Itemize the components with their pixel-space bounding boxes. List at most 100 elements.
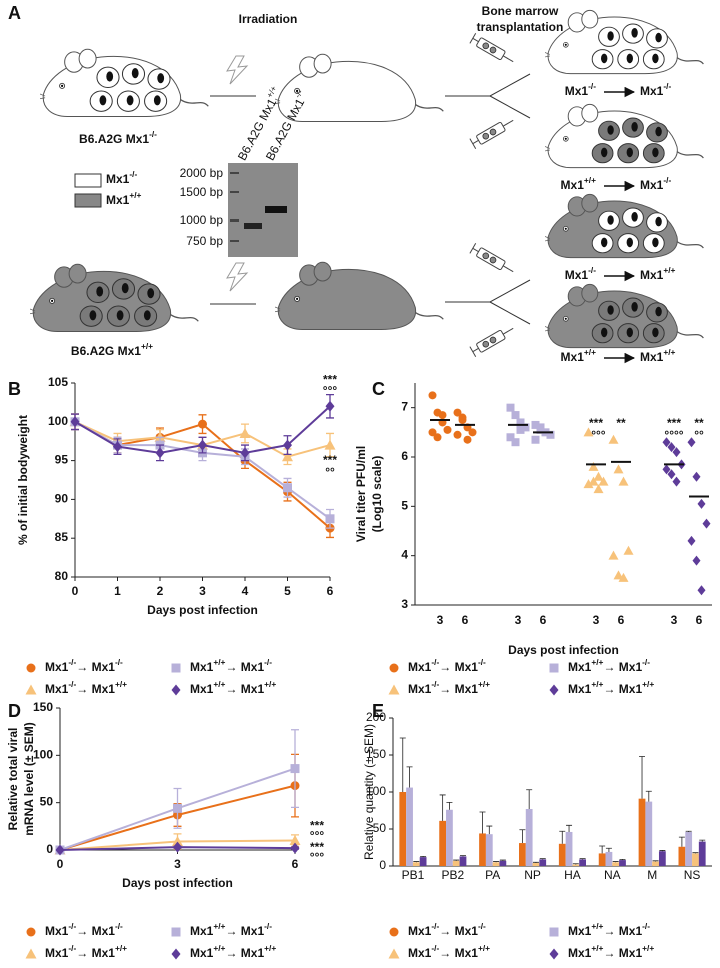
legend-marker	[549, 948, 559, 960]
significance: °°	[325, 465, 335, 479]
significance: **	[694, 416, 704, 430]
y-tick-label: 105	[48, 375, 68, 389]
bar	[565, 831, 573, 866]
marker	[240, 447, 250, 459]
significance: °°°	[310, 850, 325, 864]
significance: ***	[667, 416, 681, 430]
bar	[399, 792, 407, 866]
bar	[452, 860, 460, 866]
y-tick-label: 200	[366, 710, 386, 724]
marker	[172, 835, 183, 846]
panel-letter: D	[8, 701, 21, 721]
error-bar	[579, 858, 586, 860]
significance: °°°	[323, 383, 338, 397]
marker	[173, 803, 182, 813]
ladder-label: 750 bp	[186, 234, 223, 248]
x-tick-label: PB2	[441, 868, 464, 882]
y-tick-label: 0	[379, 858, 386, 872]
y-tick-label: 50	[373, 821, 387, 835]
marker	[623, 545, 634, 555]
marker	[289, 835, 301, 846]
bar	[479, 833, 486, 866]
x-tick-label: 4	[242, 584, 249, 598]
x-axis-label: Days post infection	[508, 643, 619, 657]
marker	[511, 411, 520, 420]
irradiation-title: Irradiation	[239, 12, 298, 26]
x-tick-label: 3	[199, 584, 206, 598]
marker	[598, 476, 609, 486]
marker	[443, 425, 452, 434]
ladder-label: 1000 bp	[180, 213, 224, 227]
legend-marker	[389, 927, 399, 937]
marker	[531, 435, 540, 444]
series-line	[74, 420, 331, 520]
marker	[428, 391, 437, 400]
x-tick-label: 3	[593, 613, 600, 627]
syringe	[469, 32, 517, 68]
legend-swatch	[74, 173, 102, 188]
significance: ***	[310, 819, 324, 833]
donor-label: Mx1+/+	[561, 175, 597, 192]
x-tick-label: 6	[292, 857, 299, 871]
y-tick-label: 95	[55, 453, 69, 467]
marker	[506, 403, 515, 412]
marker	[198, 419, 207, 429]
y-tick-label: 5	[401, 499, 408, 513]
significance: °°°°	[664, 428, 683, 442]
significance: °°°°	[586, 428, 605, 442]
x-axis-label: Days post infection	[122, 876, 233, 890]
legend-label: Mx1+/+→ Mx1-/-	[190, 921, 272, 938]
bar	[598, 853, 606, 866]
x-tick-label: 6	[618, 613, 625, 627]
marker	[282, 451, 293, 462]
legend-label: Mx1-/-→ Mx1-/-	[408, 657, 486, 674]
error-bar	[406, 766, 413, 788]
marker	[290, 764, 300, 774]
marker	[468, 428, 477, 437]
y-tick-label: 6	[401, 449, 408, 463]
legend-swatch	[74, 193, 102, 208]
marker	[687, 437, 696, 448]
marker	[593, 484, 604, 494]
marker	[662, 437, 671, 448]
marker	[692, 471, 701, 482]
legend-label: Mx1+/+→ Mx1+/+	[190, 943, 276, 960]
legend-marker	[25, 684, 37, 695]
bar	[499, 860, 507, 866]
error-bar	[645, 790, 652, 802]
marker	[438, 411, 447, 420]
y-axis-label: (Log10 scale)	[370, 456, 384, 533]
marker	[453, 408, 462, 417]
legend-marker	[549, 663, 559, 673]
ladder-label: 2000 bp	[180, 166, 224, 180]
legend-marker	[26, 663, 36, 673]
transplant-title: transplantation	[477, 20, 564, 34]
marker	[608, 550, 619, 560]
irradiation-icon	[226, 55, 248, 85]
y-tick-label: 100	[366, 784, 386, 798]
legend-label: Mx1-/-→ Mx1-/-	[408, 921, 486, 938]
gel-bands	[230, 172, 287, 242]
recipient-label: Mx1-/-	[640, 81, 671, 98]
x-tick-label: PB1	[402, 868, 425, 882]
marker	[521, 423, 530, 432]
error-bar	[486, 825, 493, 835]
legend-label: Mx1+/+→ Mx1+/+	[190, 679, 276, 696]
bar	[539, 859, 547, 866]
legend-marker	[549, 927, 559, 937]
bar	[406, 787, 413, 866]
x-tick-label: 3	[671, 613, 678, 627]
marker	[283, 483, 292, 493]
irradiation-icon	[226, 262, 248, 292]
error-bar	[459, 855, 466, 857]
marker	[506, 433, 515, 442]
bar	[678, 846, 686, 866]
marker	[511, 438, 520, 447]
marker	[239, 427, 251, 438]
legend-marker	[26, 927, 36, 937]
marker	[672, 476, 681, 487]
marker	[588, 461, 599, 471]
error-bar	[479, 811, 486, 834]
bar	[698, 841, 706, 866]
x-tick-label: 6	[462, 613, 469, 627]
